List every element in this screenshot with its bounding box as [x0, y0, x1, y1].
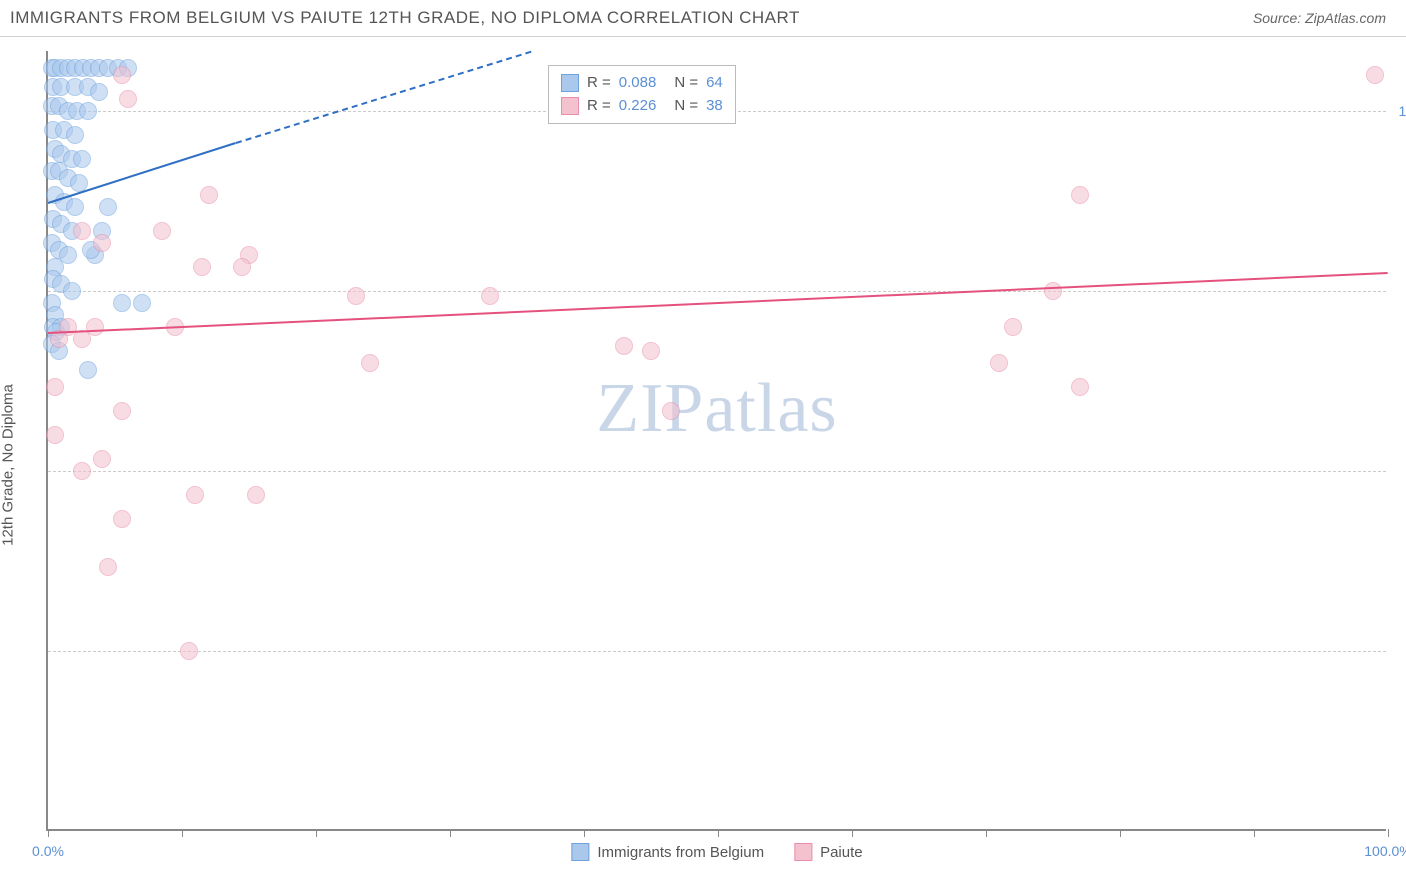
- data-point: [642, 342, 660, 360]
- correlation-legend: R =0.088N =64R =0.226N =38: [548, 65, 736, 124]
- legend-row: R =0.226N =38: [561, 95, 723, 118]
- data-point: [99, 198, 117, 216]
- data-point: [119, 90, 137, 108]
- y-tick-label: 85.0%: [1391, 463, 1406, 479]
- y-axis-label: 12th Grade, No Diploma: [0, 384, 17, 546]
- x-tick: [852, 829, 853, 837]
- x-tick: [182, 829, 183, 837]
- x-tick-label: 0.0%: [32, 843, 64, 859]
- x-tick: [1388, 829, 1389, 837]
- legend-row: R =0.088N =64: [561, 72, 723, 95]
- data-point: [347, 287, 365, 305]
- y-tick-label: 92.5%: [1391, 283, 1406, 299]
- data-point: [481, 287, 499, 305]
- x-tick: [584, 829, 585, 837]
- data-point: [1071, 186, 1089, 204]
- data-point: [233, 258, 251, 276]
- data-point: [46, 426, 64, 444]
- data-point: [133, 294, 151, 312]
- data-point: [361, 354, 379, 372]
- plot-region: ZIPatlas 77.5%85.0%92.5%100.0%0.0%100.0%…: [46, 51, 1386, 831]
- x-tick: [316, 829, 317, 837]
- data-point: [200, 186, 218, 204]
- data-point: [113, 510, 131, 528]
- data-point: [153, 222, 171, 240]
- data-point: [990, 354, 1008, 372]
- data-point: [63, 282, 81, 300]
- data-point: [93, 450, 111, 468]
- chart-area: 12th Grade, No Diploma ZIPatlas 77.5%85.…: [0, 37, 1406, 892]
- data-point: [73, 150, 91, 168]
- y-tick-label: 77.5%: [1391, 643, 1406, 659]
- legend-item: Immigrants from Belgium: [571, 843, 764, 861]
- gridline: [48, 651, 1386, 652]
- data-point: [93, 234, 111, 252]
- x-tick: [450, 829, 451, 837]
- x-tick-label: 100.0%: [1364, 843, 1406, 859]
- x-tick: [1254, 829, 1255, 837]
- data-point: [1044, 282, 1062, 300]
- data-point: [99, 558, 117, 576]
- data-point: [247, 486, 265, 504]
- data-point: [90, 83, 108, 101]
- data-point: [79, 361, 97, 379]
- data-point: [66, 126, 84, 144]
- chart-source: Source: ZipAtlas.com: [1253, 10, 1386, 26]
- data-point: [1366, 66, 1384, 84]
- y-tick-label: 100.0%: [1391, 103, 1406, 119]
- data-point: [662, 402, 680, 420]
- data-point: [113, 66, 131, 84]
- data-point: [1071, 378, 1089, 396]
- chart-title: IMMIGRANTS FROM BELGIUM VS PAIUTE 12TH G…: [10, 8, 800, 28]
- data-point: [73, 222, 91, 240]
- x-tick: [718, 829, 719, 837]
- data-point: [113, 294, 131, 312]
- x-tick: [48, 829, 49, 837]
- chart-header: IMMIGRANTS FROM BELGIUM VS PAIUTE 12TH G…: [0, 0, 1406, 37]
- x-tick: [1120, 829, 1121, 837]
- x-tick: [986, 829, 987, 837]
- legend-item: Paiute: [794, 843, 863, 861]
- data-point: [1004, 318, 1022, 336]
- gridline: [48, 471, 1386, 472]
- data-point: [180, 642, 198, 660]
- series-legend: Immigrants from Belgium Paiute: [571, 843, 862, 861]
- gridline: [48, 291, 1386, 292]
- trend-line: [235, 51, 530, 144]
- trend-line: [48, 272, 1388, 334]
- data-point: [193, 258, 211, 276]
- data-point: [113, 402, 131, 420]
- data-point: [66, 198, 84, 216]
- data-point: [79, 102, 97, 120]
- data-point: [615, 337, 633, 355]
- watermark: ZIPatlas: [596, 369, 837, 449]
- data-point: [46, 378, 64, 396]
- data-point: [73, 462, 91, 480]
- data-point: [186, 486, 204, 504]
